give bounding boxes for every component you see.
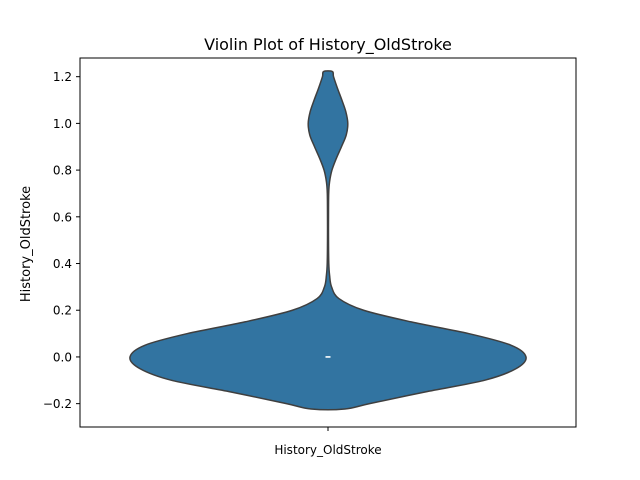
y-tick-label: 0.8: [53, 164, 72, 178]
y-tick-label: 1.2: [53, 70, 72, 84]
violin-body: [129, 70, 527, 411]
y-tick-label: 0.6: [53, 210, 72, 224]
y-tick-label: −0.2: [43, 397, 72, 411]
y-tick-label: 0.0: [53, 350, 72, 364]
y-tick-label: 0.2: [53, 304, 72, 318]
y-axis-label: History_OldStroke: [19, 186, 34, 302]
violin-layer: [129, 70, 527, 411]
chart-title: Violin Plot of History_OldStroke: [204, 35, 452, 55]
x-axis: History_OldStroke: [274, 427, 382, 457]
x-tick-label: History_OldStroke: [274, 443, 381, 457]
y-tick-label: 0.4: [53, 257, 72, 271]
y-tick-label: 1.0: [53, 117, 72, 131]
y-axis: −0.2 0.0 0.2 0.4 0.6 0.8 1.0 1.2: [43, 70, 80, 411]
